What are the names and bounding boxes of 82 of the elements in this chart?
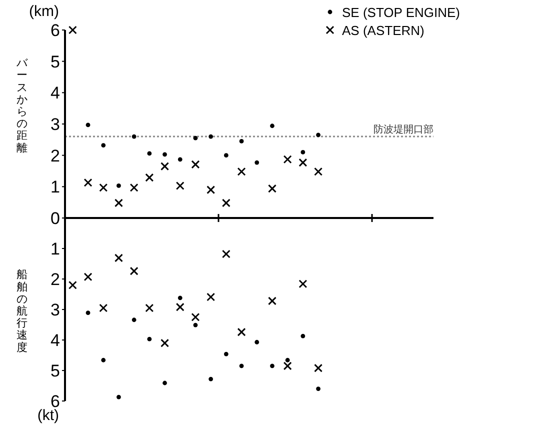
- point: [130, 266, 138, 276]
- y-tick-label: 5: [50, 362, 60, 380]
- y-tick-label: 2: [50, 146, 60, 166]
- point: [160, 162, 170, 171]
- point: [147, 151, 152, 156]
- point: [68, 280, 77, 290]
- point: [224, 153, 228, 158]
- point: [145, 304, 154, 312]
- point: [176, 181, 184, 190]
- point: [314, 364, 323, 372]
- point: [237, 328, 246, 336]
- point: [208, 134, 214, 139]
- point: [222, 198, 230, 208]
- point: [193, 322, 198, 328]
- point: [254, 160, 260, 165]
- point: [314, 167, 323, 176]
- point: [101, 358, 106, 362]
- y-tick-label: 2: [50, 270, 60, 289]
- point: [114, 198, 123, 208]
- point: [86, 310, 90, 316]
- text: (kt): [37, 407, 59, 424]
- point: [193, 136, 198, 140]
- point: [86, 122, 90, 128]
- point: [300, 150, 306, 154]
- point: [268, 184, 276, 193]
- point: [84, 272, 92, 282]
- y-tick-label: 1: [50, 240, 60, 258]
- point: [268, 296, 276, 306]
- point: [222, 250, 230, 258]
- point: [283, 155, 292, 164]
- point: [160, 338, 170, 348]
- point: [239, 364, 244, 368]
- point: [237, 167, 246, 176]
- point: [176, 302, 184, 312]
- point: [316, 386, 320, 391]
- point: [191, 160, 200, 169]
- ref-line-label: 防波堤開口部: [373, 124, 434, 136]
- y-tick-label: 1: [50, 178, 60, 197]
- y-tick-label: 4: [50, 84, 60, 103]
- point: [298, 280, 308, 288]
- point: [191, 312, 200, 322]
- point: [270, 364, 274, 368]
- legend-label: SE (STOP ENGINE): [342, 5, 460, 20]
- point: [68, 26, 77, 34]
- point: [298, 158, 308, 167]
- point: [208, 376, 214, 382]
- point: [84, 178, 92, 187]
- point: [116, 394, 121, 400]
- y-tick-label: 0: [50, 209, 60, 228]
- point: [99, 304, 108, 312]
- y-tick-label: 5: [50, 52, 60, 72]
- y-axis-title: 船舶の航行速度: [16, 269, 28, 354]
- point: [206, 292, 216, 302]
- point: [145, 173, 154, 182]
- point: [147, 336, 152, 342]
- point: [285, 358, 290, 362]
- point: [162, 152, 167, 157]
- point: [239, 139, 244, 144]
- point: [101, 143, 106, 148]
- text: (km): [29, 3, 59, 20]
- point: [224, 352, 228, 356]
- point: [254, 340, 260, 344]
- point: [316, 132, 320, 138]
- y-tick-label: 4: [50, 331, 60, 350]
- point: [130, 183, 138, 192]
- y-tick-label: 6: [50, 21, 60, 40]
- point: [270, 124, 274, 128]
- y-tick-label: 3: [50, 300, 60, 320]
- point: [283, 362, 292, 370]
- legend-label: AS (ASTERN): [342, 23, 424, 38]
- point: [300, 334, 306, 338]
- y-axis-title: バースからの距離: [16, 58, 28, 154]
- point: [114, 254, 123, 262]
- point: [178, 296, 182, 300]
- point: [132, 318, 136, 322]
- point: [99, 183, 108, 192]
- y-tick-label: 3: [50, 115, 60, 134]
- point: [162, 380, 167, 386]
- point: [116, 184, 121, 188]
- point: [178, 157, 182, 162]
- point: [206, 186, 216, 194]
- point: [132, 134, 136, 139]
